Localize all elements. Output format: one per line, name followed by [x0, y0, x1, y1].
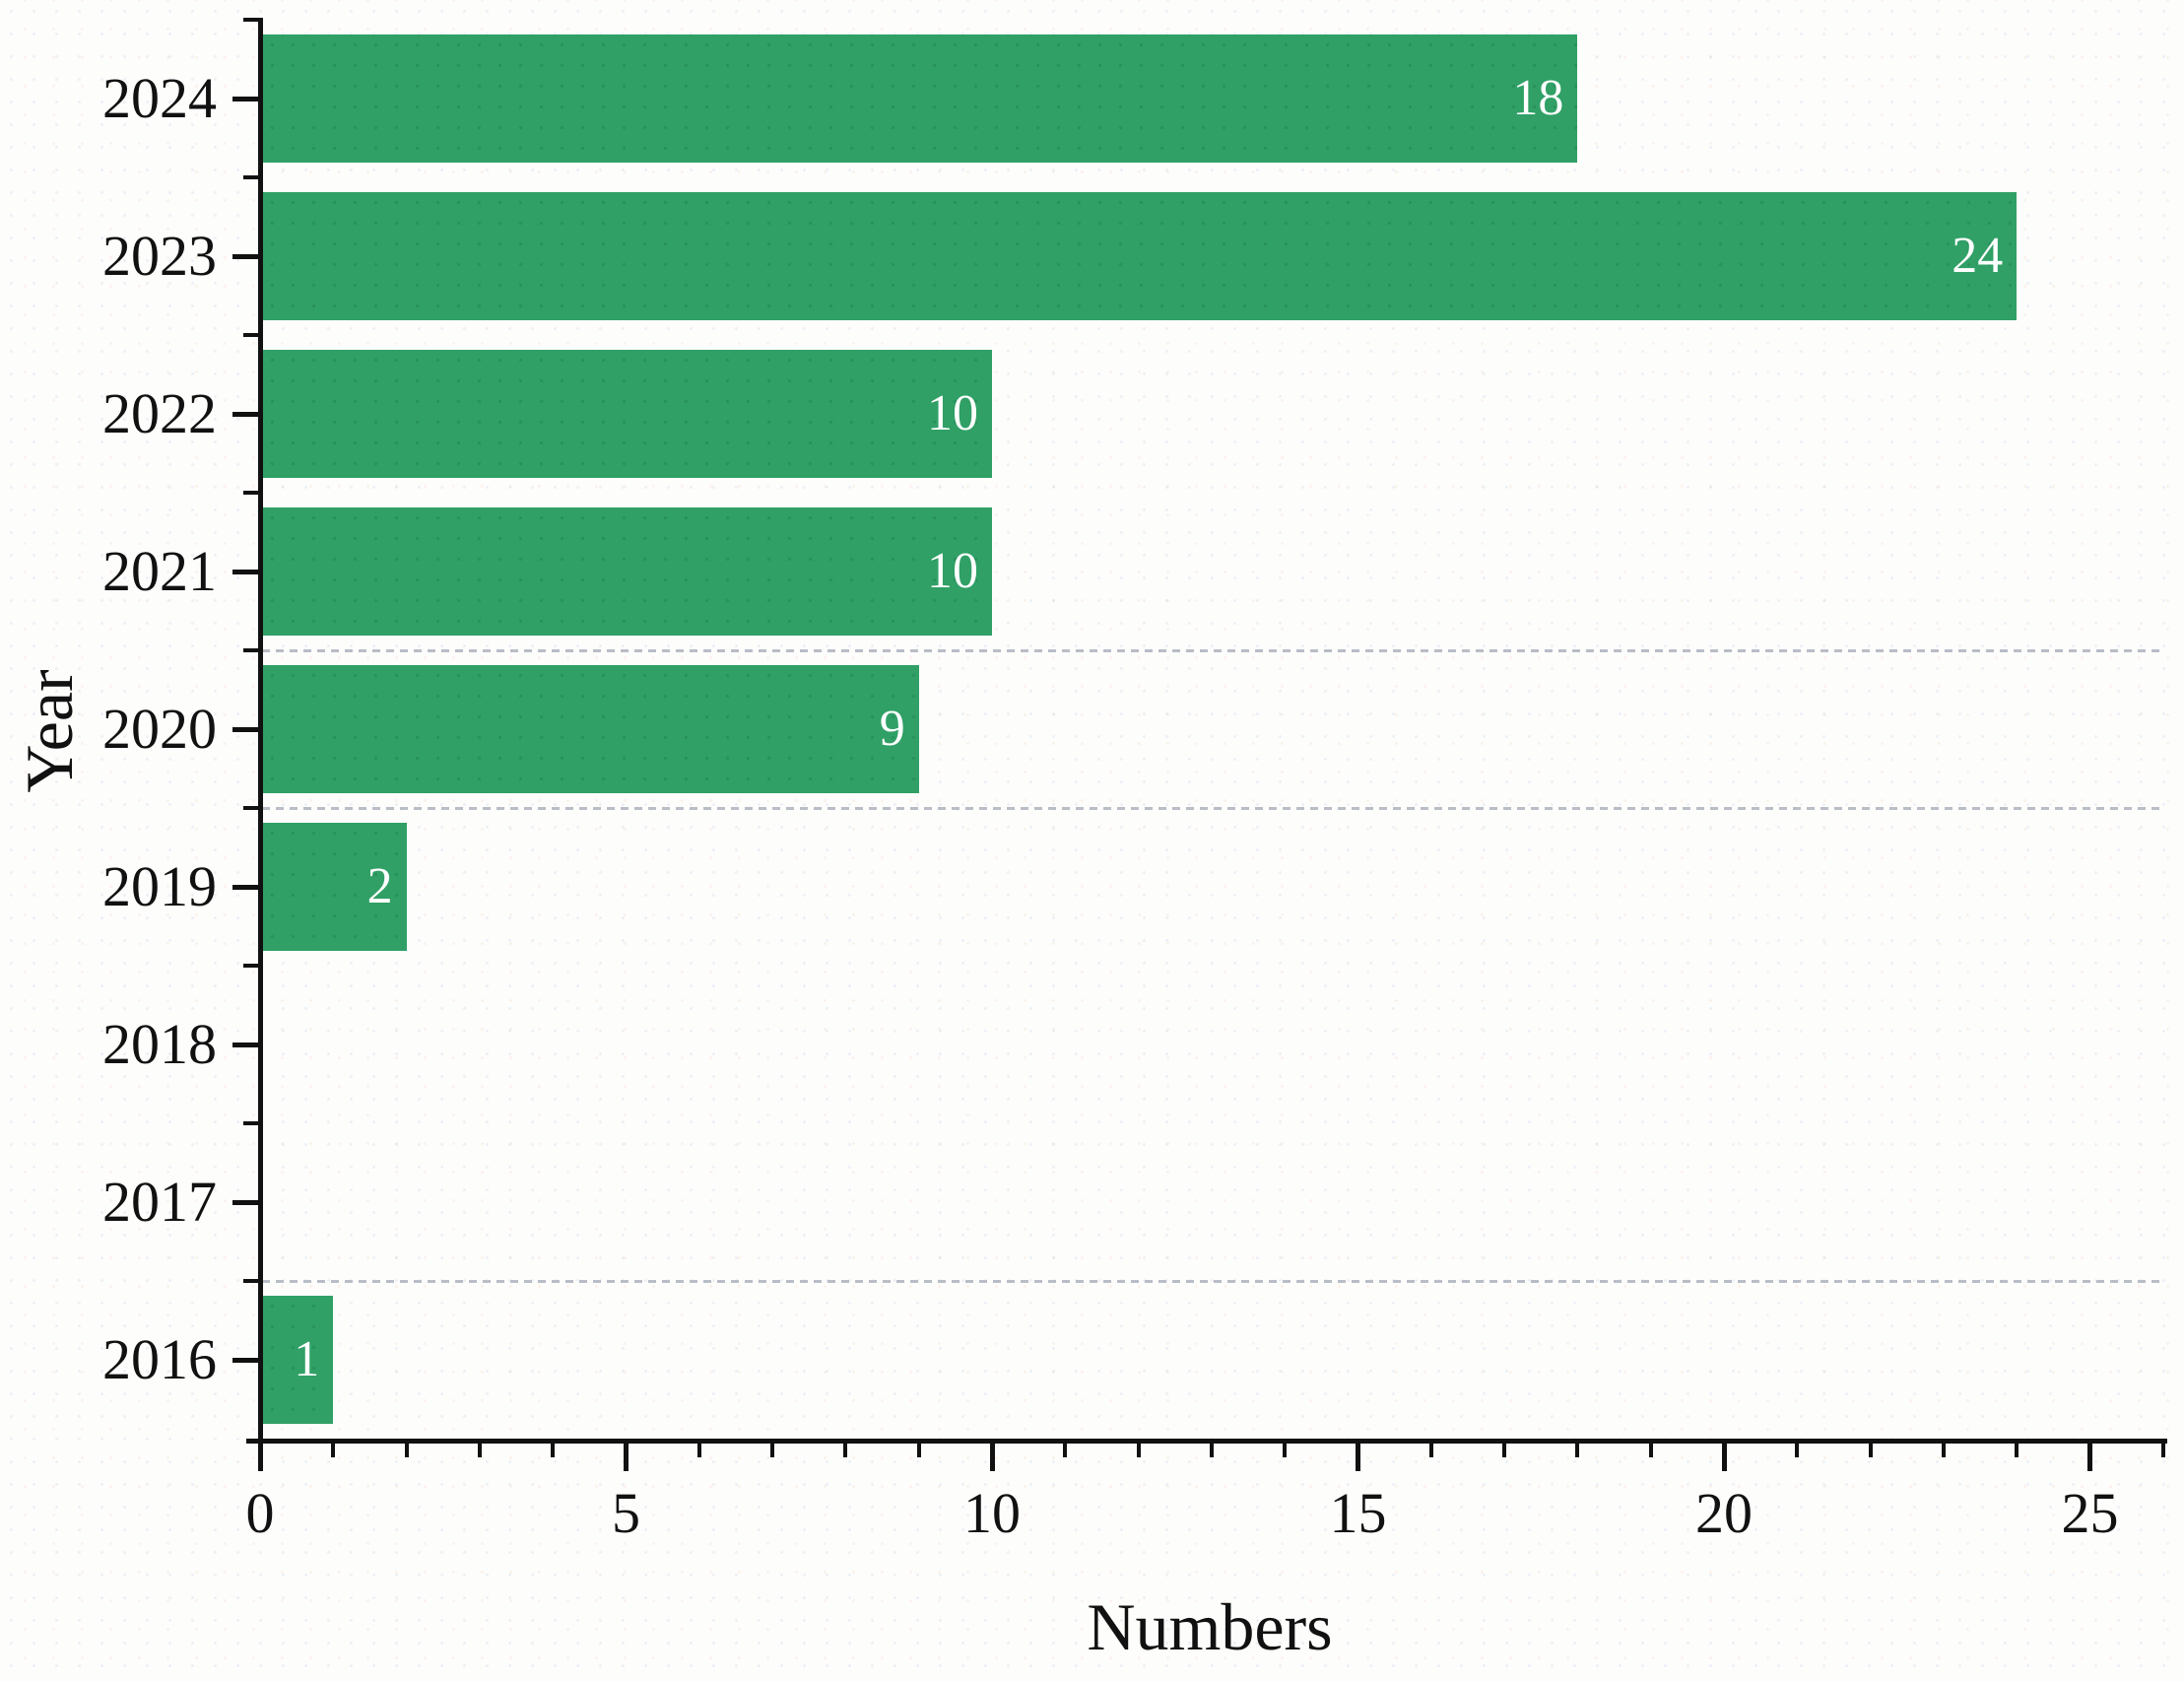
x-minor-tick: [1209, 1444, 1214, 1457]
y-minor-tick: [243, 1121, 259, 1125]
x-minor-tick: [1428, 1444, 1433, 1457]
x-minor-tick: [1648, 1444, 1653, 1457]
y-major-tick: [232, 1200, 259, 1205]
bar: [262, 192, 2018, 320]
x-tick-label: 5: [612, 1481, 640, 1545]
bar: [262, 1296, 334, 1424]
gridline: [262, 1280, 2163, 1283]
x-major-tick: [1721, 1444, 1727, 1471]
y-tick-label: 2022: [102, 381, 217, 445]
y-major-tick: [232, 412, 259, 417]
x-major-tick: [624, 1444, 629, 1471]
y-minor-tick: [243, 18, 259, 22]
y-minor-tick: [243, 1279, 259, 1283]
y-major-tick: [232, 1043, 259, 1047]
x-minor-tick: [477, 1444, 482, 1457]
y-minor-tick: [243, 175, 259, 179]
bar: [262, 34, 1578, 163]
bar-value-label: 1: [294, 1331, 320, 1387]
bar-value-label: 10: [927, 385, 978, 441]
x-minor-tick: [1575, 1444, 1580, 1457]
x-minor-tick: [1941, 1444, 1946, 1457]
x-tick-label: 20: [1695, 1481, 1753, 1545]
x-tick-label: 15: [1329, 1481, 1387, 1545]
y-major-tick: [232, 570, 259, 574]
y-major-tick: [232, 254, 259, 259]
x-minor-tick: [1283, 1444, 1288, 1457]
x-minor-tick: [1502, 1444, 1507, 1457]
x-axis-title: Numbers: [1087, 1589, 1333, 1664]
y-minor-tick: [243, 806, 259, 810]
x-tick-label: 0: [245, 1481, 275, 1545]
bar: [262, 823, 407, 951]
bar: [262, 507, 992, 636]
x-minor-tick: [1868, 1444, 1873, 1457]
y-major-tick: [232, 885, 259, 890]
y-minor-tick: [243, 964, 259, 968]
x-minor-tick: [1795, 1444, 1800, 1457]
x-minor-tick: [2160, 1444, 2165, 1457]
y-tick-label: 2023: [102, 224, 217, 288]
y-tick-label: 2021: [102, 539, 217, 603]
x-major-tick: [989, 1444, 995, 1471]
y-minor-tick: [243, 491, 259, 495]
y-minor-tick: [243, 648, 259, 652]
x-major-tick: [257, 1444, 263, 1471]
y-tick-label: 2019: [102, 854, 217, 918]
x-minor-tick: [1136, 1444, 1141, 1457]
x-major-tick: [1356, 1444, 1360, 1471]
x-tick-label: 25: [2061, 1481, 2119, 1545]
x-minor-tick: [843, 1444, 848, 1457]
bar: [262, 350, 992, 478]
y-axis-line: [258, 18, 263, 1444]
y-tick-label: 2017: [102, 1170, 217, 1234]
y-tick-label: 2016: [102, 1327, 217, 1391]
y-axis-title: Year: [12, 669, 87, 793]
y-tick-label: 2020: [102, 697, 217, 761]
x-minor-tick: [770, 1444, 775, 1457]
bar: [262, 665, 919, 793]
gridline: [262, 807, 2163, 810]
x-minor-tick: [331, 1444, 336, 1457]
y-tick-label: 2018: [102, 1012, 217, 1076]
x-minor-tick: [551, 1444, 556, 1457]
x-minor-tick: [1063, 1444, 1068, 1457]
bar-value-label: 10: [927, 543, 978, 599]
bar-value-label: 18: [1512, 70, 1564, 126]
y-tick-label: 2024: [102, 66, 217, 130]
y-major-tick: [232, 97, 259, 101]
x-minor-tick: [2015, 1444, 2019, 1457]
gridline: [262, 649, 2163, 652]
bar-value-label: 9: [879, 701, 905, 757]
x-tick-label: 10: [963, 1481, 1021, 1545]
x-minor-tick: [696, 1444, 701, 1457]
y-major-tick: [232, 1358, 259, 1363]
y-major-tick: [232, 727, 259, 732]
x-axis-line: [246, 1439, 2167, 1444]
x-minor-tick: [404, 1444, 409, 1457]
x-minor-tick: [916, 1444, 921, 1457]
bar-value-label: 2: [366, 858, 393, 914]
x-major-tick: [2087, 1444, 2092, 1471]
bar-value-label: 24: [1952, 228, 2004, 284]
y-minor-tick: [243, 333, 259, 337]
